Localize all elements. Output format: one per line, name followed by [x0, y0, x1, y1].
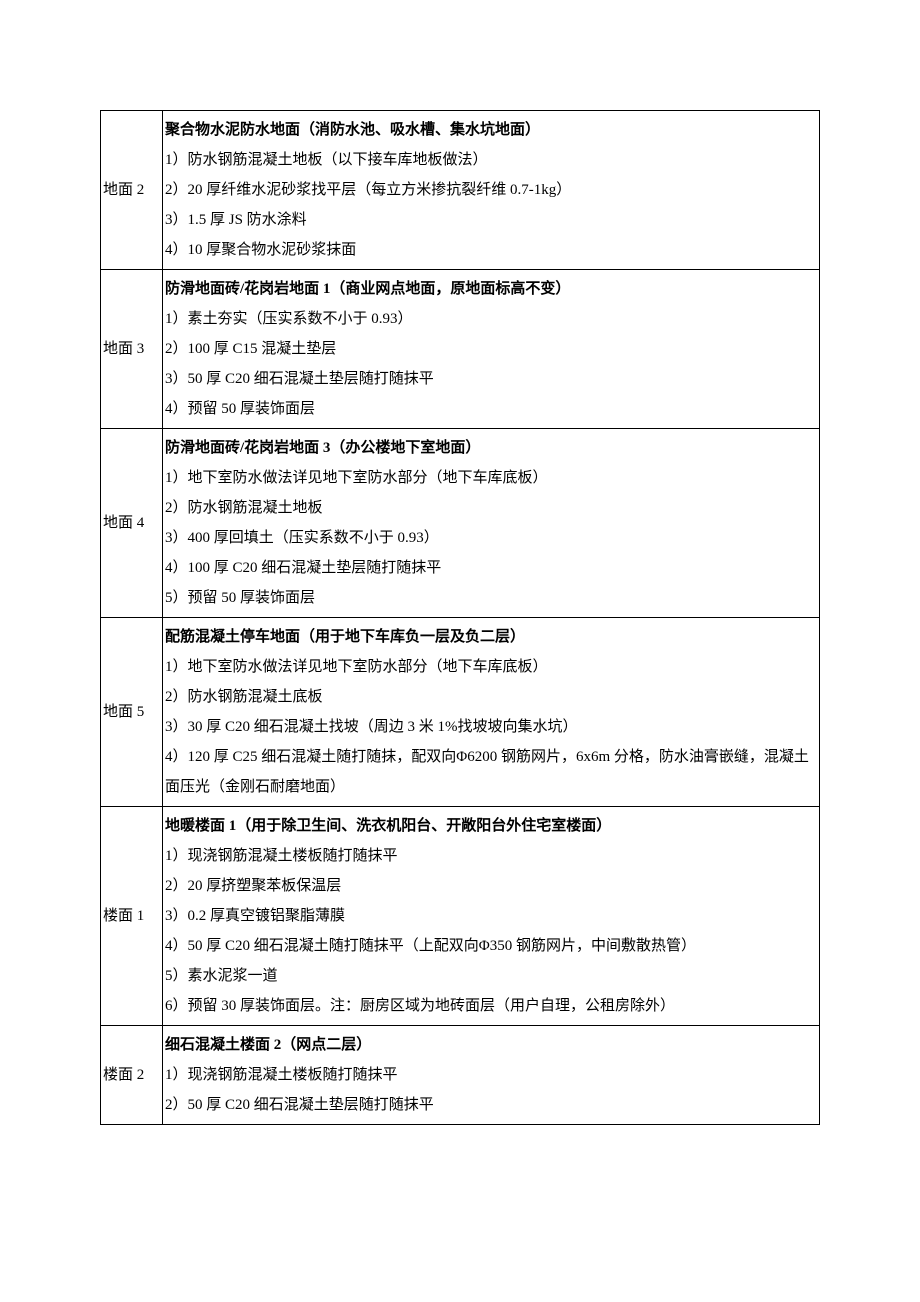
row-item: 4）50 厚 C20 细石混凝土随打随抹平（上配双向Φ350 钢筋网片，中间敷散…	[165, 931, 815, 961]
spec-table: 地面 2聚合物水泥防水地面（消防水池、吸水槽、集水坑地面）1）防水钢筋混凝土地板…	[100, 110, 820, 1125]
table-row: 地面 2聚合物水泥防水地面（消防水池、吸水槽、集水坑地面）1）防水钢筋混凝土地板…	[101, 111, 820, 270]
row-content: 防滑地面砖/花岗岩地面 3（办公楼地下室地面）1）地下室防水做法详见地下室防水部…	[163, 429, 820, 618]
row-content: 防滑地面砖/花岗岩地面 1（商业网点地面，原地面标高不变）1）素土夯实（压实系数…	[163, 270, 820, 429]
table-row: 地面 5配筋混凝土停车地面（用于地下车库负一层及负二层）1）地下室防水做法详见地…	[101, 618, 820, 807]
table-body: 地面 2聚合物水泥防水地面（消防水池、吸水槽、集水坑地面）1）防水钢筋混凝土地板…	[101, 111, 820, 1125]
table-row: 地面 4防滑地面砖/花岗岩地面 3（办公楼地下室地面）1）地下室防水做法详见地下…	[101, 429, 820, 618]
table-row: 楼面 2细石混凝土楼面 2（网点二层）1）现浇钢筋混凝土楼板随打随抹平2）50 …	[101, 1026, 820, 1125]
row-item: 1）地下室防水做法详见地下室防水部分（地下车库底板）	[165, 463, 815, 493]
table-row: 地面 3防滑地面砖/花岗岩地面 1（商业网点地面，原地面标高不变）1）素土夯实（…	[101, 270, 820, 429]
row-label: 地面 5	[101, 618, 163, 807]
row-label: 地面 4	[101, 429, 163, 618]
row-label: 地面 3	[101, 270, 163, 429]
row-item: 1）地下室防水做法详见地下室防水部分（地下车库底板）	[165, 652, 815, 682]
row-item: 2）20 厚挤塑聚苯板保温层	[165, 871, 815, 901]
row-item: 4）120 厚 C25 细石混凝土随打随抹，配双向Φ6200 钢筋网片，6x6m…	[165, 742, 815, 802]
row-title: 配筋混凝土停车地面（用于地下车库负一层及负二层）	[165, 622, 815, 652]
row-item: 1）现浇钢筋混凝土楼板随打随抹平	[165, 1060, 815, 1090]
row-content: 地暖楼面 1（用于除卫生间、洗衣机阳台、开敞阳台外住宅室楼面）1）现浇钢筋混凝土…	[163, 807, 820, 1026]
row-content: 细石混凝土楼面 2（网点二层）1）现浇钢筋混凝土楼板随打随抹平2）50 厚 C2…	[163, 1026, 820, 1125]
row-content: 聚合物水泥防水地面（消防水池、吸水槽、集水坑地面）1）防水钢筋混凝土地板（以下接…	[163, 111, 820, 270]
row-title: 防滑地面砖/花岗岩地面 1（商业网点地面，原地面标高不变）	[165, 274, 815, 304]
row-item: 4）10 厚聚合物水泥砂浆抹面	[165, 235, 815, 265]
row-title: 细石混凝土楼面 2（网点二层）	[165, 1030, 815, 1060]
row-item: 1）现浇钢筋混凝土楼板随打随抹平	[165, 841, 815, 871]
row-label: 楼面 1	[101, 807, 163, 1026]
row-label: 地面 2	[101, 111, 163, 270]
row-label: 楼面 2	[101, 1026, 163, 1125]
row-item: 4）100 厚 C20 细石混凝土垫层随打随抹平	[165, 553, 815, 583]
row-item: 2）100 厚 C15 混凝土垫层	[165, 334, 815, 364]
row-content: 配筋混凝土停车地面（用于地下车库负一层及负二层）1）地下室防水做法详见地下室防水…	[163, 618, 820, 807]
row-item: 3）0.2 厚真空镀铝聚脂薄膜	[165, 901, 815, 931]
row-item: 6）预留 30 厚装饰面层。注：厨房区域为地砖面层（用户自理，公租房除外）	[165, 991, 815, 1021]
row-item: 3）1.5 厚 JS 防水涂料	[165, 205, 815, 235]
row-title: 聚合物水泥防水地面（消防水池、吸水槽、集水坑地面）	[165, 115, 815, 145]
row-title: 地暖楼面 1（用于除卫生间、洗衣机阳台、开敞阳台外住宅室楼面）	[165, 811, 815, 841]
row-item: 3）30 厚 C20 细石混凝土找坡（周边 3 米 1%找坡坡向集水坑）	[165, 712, 815, 742]
row-item: 1）防水钢筋混凝土地板（以下接车库地板做法）	[165, 145, 815, 175]
row-item: 1）素土夯实（压实系数不小于 0.93）	[165, 304, 815, 334]
row-item: 2）防水钢筋混凝土地板	[165, 493, 815, 523]
row-item: 2）防水钢筋混凝土底板	[165, 682, 815, 712]
row-item: 3）400 厚回填土（压实系数不小于 0.93）	[165, 523, 815, 553]
table-row: 楼面 1地暖楼面 1（用于除卫生间、洗衣机阳台、开敞阳台外住宅室楼面）1）现浇钢…	[101, 807, 820, 1026]
row-item: 5）素水泥浆一道	[165, 961, 815, 991]
row-item: 4）预留 50 厚装饰面层	[165, 394, 815, 424]
row-item: 2）50 厚 C20 细石混凝土垫层随打随抹平	[165, 1090, 815, 1120]
row-item: 2）20 厚纤维水泥砂浆找平层（每立方米掺抗裂纤维 0.7-1kg）	[165, 175, 815, 205]
row-item: 3）50 厚 C20 细石混凝土垫层随打随抹平	[165, 364, 815, 394]
row-item: 5）预留 50 厚装饰面层	[165, 583, 815, 613]
row-title: 防滑地面砖/花岗岩地面 3（办公楼地下室地面）	[165, 433, 815, 463]
